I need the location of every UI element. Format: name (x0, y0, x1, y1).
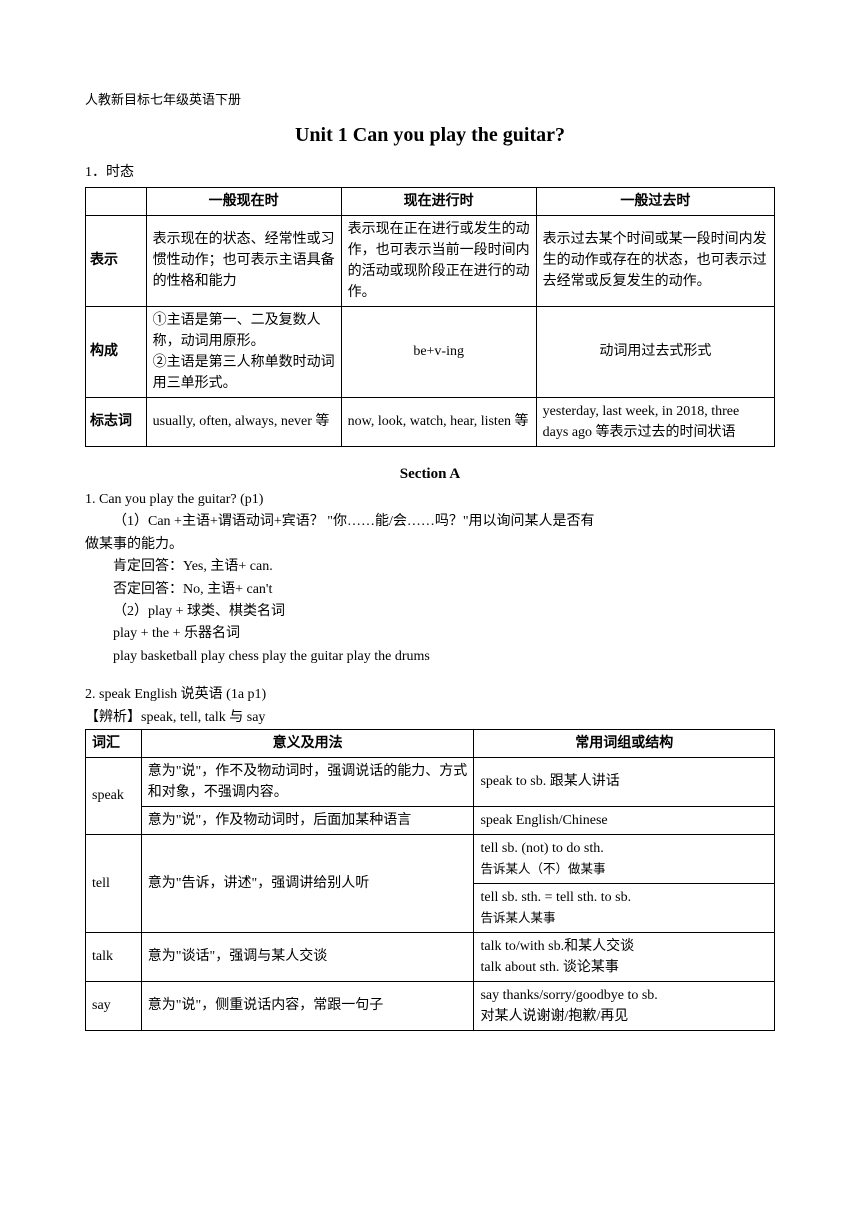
usage-text: tell sb. sth. = tell sth. to sb. (480, 890, 631, 905)
usage-sub: 告诉某人某事 (480, 911, 555, 925)
table-row: 标志词 usually, often, always, never 等 now,… (86, 397, 775, 446)
cell: 意为"说"，作不及物动词时，强调说话的能力、方式和对象，不强调内容。 (141, 757, 474, 806)
usage-text: say thanks/sorry/goodbye to sb. (480, 988, 657, 1003)
q1-yes: 肯定回答：Yes, 主语+ can. (113, 556, 775, 578)
cell: tell sb. (not) to do sth. 告诉某人（不）做某事 (474, 834, 775, 883)
cell: be+v-ing (341, 306, 536, 397)
q1-title: 1. Can you play the guitar? (p1) (85, 489, 775, 511)
th-tense1: 一般现在时 (146, 187, 341, 215)
table-header-row: 词汇 意义及用法 常用词组或结构 (86, 729, 775, 757)
th-vocab: 词汇 (86, 729, 142, 757)
cell: tell sb. sth. = tell sth. to sb. 告诉某人某事 (474, 883, 775, 932)
table-header-row: 一般现在时 现在进行时 一般过去时 (86, 187, 775, 215)
cell: 意为"告诉，讲述"，强调讲给别人听 (141, 834, 474, 932)
th-empty (86, 187, 147, 215)
usage-text: talk about sth. 谈论某事 (480, 960, 618, 975)
table-row: 意为"说"，作及物动词时，后面加某种语言 speak English/Chine… (86, 806, 775, 834)
cell: now, look, watch, hear, listen 等 (341, 397, 536, 446)
cell: talk to/with sb.和某人交谈 talk about sth. 谈论… (474, 932, 775, 981)
cell: say thanks/sorry/goodbye to sb. 对某人说谢谢/抱… (474, 981, 775, 1030)
cell: 意为"谈话"，强调与某人交谈 (141, 932, 474, 981)
q2-title: 2. speak English 说英语 (1a p1) (85, 684, 775, 706)
table-row: tell 意为"告诉，讲述"，强调讲给别人听 tell sb. (not) to… (86, 834, 775, 883)
q1-point2: （2）play + 球类、棋类名词 (113, 601, 775, 623)
table-row: talk 意为"谈话"，强调与某人交谈 talk to/with sb.和某人交… (86, 932, 775, 981)
q1-point1: （1）Can +主语+谓语动词+宾语？ "你……能/会……吗？"用以询问某人是否… (85, 511, 775, 533)
table-row: speak 意为"说"，作不及物动词时，强调说话的能力、方式和对象，不强调内容。… (86, 757, 775, 806)
cell: ①主语是第一、二及复数人称，动词用原形。 ②主语是第三人称单数时动词用三单形式。 (146, 306, 341, 397)
tense-table: 一般现在时 现在进行时 一般过去时 表示 表示现在的状态、经常性或习惯性动作；也… (85, 187, 775, 447)
q1-point2b: play + the + 乐器名词 (113, 623, 775, 645)
cell: yesterday, last week, in 2018, three day… (536, 397, 774, 446)
cell: 意为"说"，侧重说话内容，常跟一句子 (141, 981, 474, 1030)
th-tense3: 一般过去时 (536, 187, 774, 215)
th-usage: 常用词组或结构 (474, 729, 775, 757)
q1-point2c: play basketball play chess play the guit… (113, 646, 775, 668)
usage-text: 对某人说谢谢/抱歉/再见 (480, 1009, 628, 1024)
row-label-meaning: 表示 (86, 215, 147, 306)
table-row: say 意为"说"，侧重说话内容，常跟一句子 say thanks/sorry/… (86, 981, 775, 1030)
row-label-marker: 标志词 (86, 397, 147, 446)
th-tense2: 现在进行时 (341, 187, 536, 215)
q2-sub: 【辨析】speak, tell, talk 与 say (85, 707, 775, 729)
th-meaning: 意义及用法 (141, 729, 474, 757)
section1-label: 1．时态 (85, 162, 775, 183)
page-header: 人教新目标七年级英语下册 (85, 90, 775, 110)
cell: 表示过去某个时间或某一段时间内发生的动作或存在的状态，也可表示过去经常或反复发生… (536, 215, 774, 306)
table-row: 构成 ①主语是第一、二及复数人称，动词用原形。 ②主语是第三人称单数时动词用三单… (86, 306, 775, 397)
q1-point1a: （1）Can +主语+谓语动词+宾语？ "你……能/会……吗？"用以询问某人是否… (113, 514, 595, 529)
unit-title: Unit 1 Can you play the guitar? (85, 120, 775, 150)
verb-compare-table: 词汇 意义及用法 常用词组或结构 speak 意为"说"，作不及物动词时，强调说… (85, 729, 775, 1031)
usage-sub: 告诉某人（不）做某事 (480, 862, 605, 876)
vocab-talk: talk (86, 932, 142, 981)
cell: 表示现在正在进行或发生的动作，也可表示当前一段时间内的活动或现阶段正在进行的动作… (341, 215, 536, 306)
usage-text: tell sb. (not) to do sth. (480, 841, 603, 856)
vocab-tell: tell (86, 834, 142, 932)
section-a-title: Section A (85, 463, 775, 486)
vocab-say: say (86, 981, 142, 1030)
table-row: 表示 表示现在的状态、经常性或习惯性动作；也可表示主语具备的性格和能力 表示现在… (86, 215, 775, 306)
q1-no: 否定回答：No, 主语+ can't (113, 579, 775, 601)
vocab-speak: speak (86, 757, 142, 834)
cell: 动词用过去式形式 (536, 306, 774, 397)
row-label-form: 构成 (86, 306, 147, 397)
cell: speak to sb. 跟某人讲话 (474, 757, 775, 806)
usage-text: talk to/with sb.和某人交谈 (480, 939, 634, 954)
cell: usually, often, always, never 等 (146, 397, 341, 446)
cell: 表示现在的状态、经常性或习惯性动作；也可表示主语具备的性格和能力 (146, 215, 341, 306)
cell: 意为"说"，作及物动词时，后面加某种语言 (141, 806, 474, 834)
cell: speak English/Chinese (474, 806, 775, 834)
q1-point1b: 做某事的能力。 (85, 534, 775, 556)
